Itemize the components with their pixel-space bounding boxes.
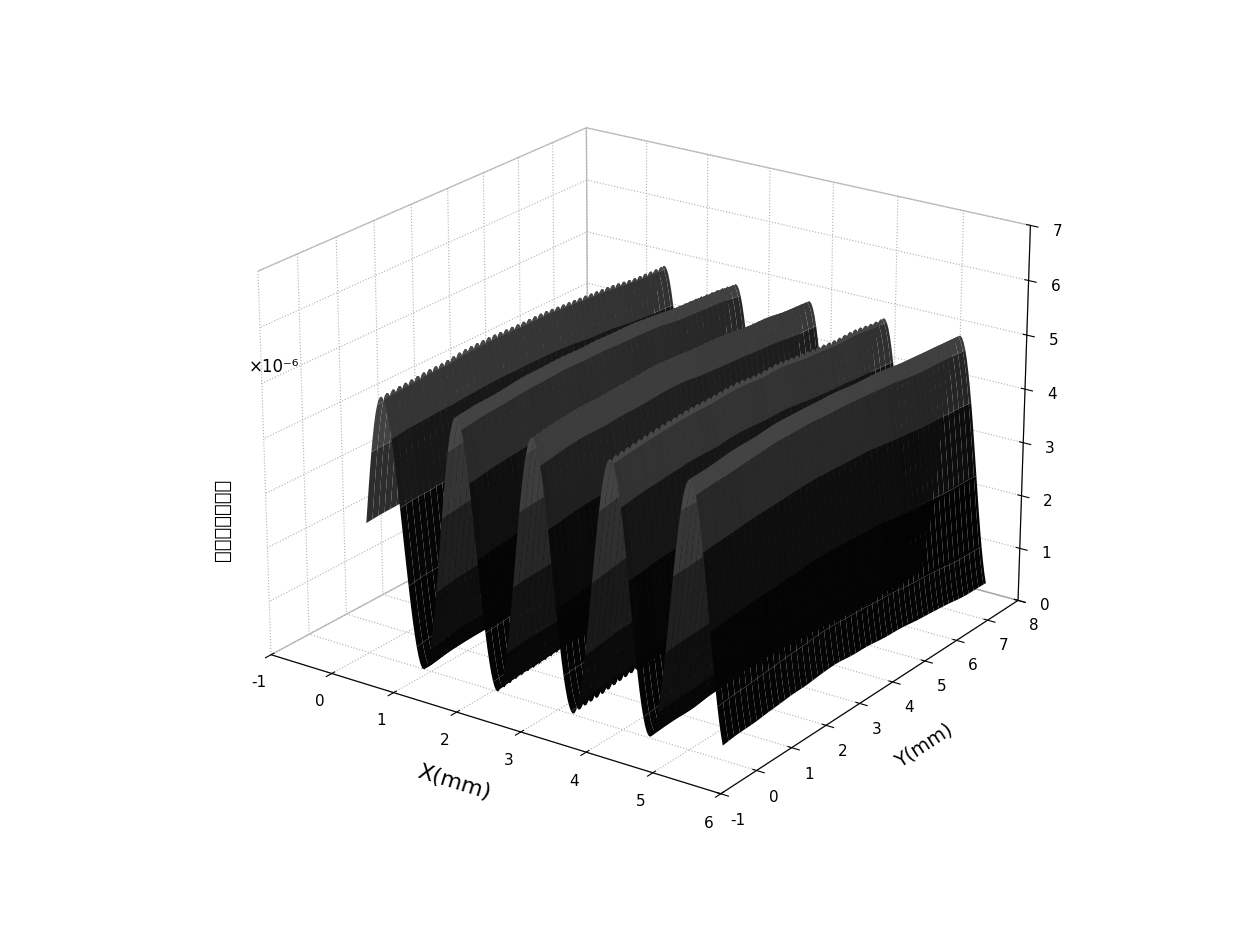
Y-axis label: Y(mm): Y(mm) <box>892 721 957 771</box>
Text: ×10⁻⁶: ×10⁻⁶ <box>248 359 299 376</box>
X-axis label: X(mm): X(mm) <box>415 762 493 803</box>
Text: 双折射空间波动: 双折射空间波动 <box>213 479 233 561</box>
